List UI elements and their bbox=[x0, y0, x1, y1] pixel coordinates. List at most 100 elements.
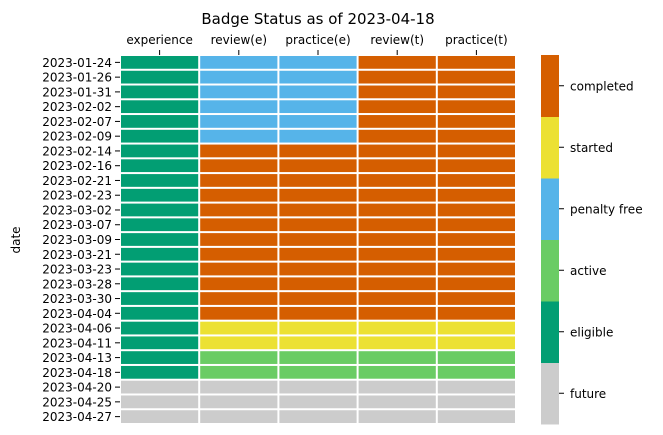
heatmap-cell bbox=[200, 351, 278, 364]
legend-label: eligible bbox=[570, 325, 613, 339]
heatmap-cell bbox=[279, 380, 357, 394]
y-tick-label: 2023-02-14 bbox=[42, 144, 112, 158]
heatmap-cell bbox=[279, 100, 357, 114]
heatmap-cell bbox=[437, 188, 515, 202]
heatmap-cell bbox=[358, 247, 436, 261]
heatmap-cell bbox=[358, 380, 436, 394]
heatmap-cell bbox=[437, 321, 515, 335]
heatmap-cell bbox=[121, 351, 199, 364]
heatmap-cell bbox=[279, 277, 357, 291]
heatmap-cell bbox=[200, 395, 278, 409]
x-tick-label: practice(e) bbox=[285, 33, 350, 47]
heatmap-cell bbox=[358, 70, 436, 84]
heatmap-cell bbox=[358, 203, 436, 217]
y-tick-label: 2023-01-31 bbox=[42, 85, 112, 99]
y-tick-label: 2023-01-26 bbox=[42, 71, 112, 85]
x-tick-label: experience bbox=[126, 33, 193, 47]
legend-label: started bbox=[570, 141, 613, 155]
heatmap-cell bbox=[121, 247, 199, 261]
legend-swatch bbox=[541, 116, 559, 179]
heatmap-cell bbox=[437, 129, 515, 143]
heatmap-cell bbox=[358, 115, 436, 128]
legend-label: active bbox=[570, 264, 606, 278]
y-axis-label: date bbox=[9, 226, 23, 253]
heatmap-cell bbox=[200, 174, 278, 187]
heatmap-cell bbox=[437, 380, 515, 394]
heatmap-cell bbox=[358, 218, 436, 232]
heatmap-cell bbox=[358, 410, 436, 423]
heatmap-cell bbox=[200, 85, 278, 99]
heatmap-cell bbox=[279, 336, 357, 350]
y-tick-label: 2023-04-20 bbox=[42, 381, 112, 395]
heatmap-cell bbox=[200, 56, 278, 69]
heatmap-cell bbox=[279, 218, 357, 232]
legend-swatch bbox=[541, 362, 559, 425]
heatmap-cell bbox=[200, 233, 278, 246]
heatmap-cell bbox=[121, 233, 199, 246]
heatmap-cell bbox=[279, 410, 357, 423]
heatmap-cell bbox=[200, 70, 278, 84]
y-tick-label: 2023-03-30 bbox=[42, 292, 112, 306]
heatmap-cell bbox=[358, 321, 436, 335]
heatmap-cell bbox=[437, 410, 515, 423]
heatmap-cell bbox=[279, 233, 357, 246]
heatmap-cell bbox=[200, 380, 278, 394]
heatmap-cell bbox=[279, 395, 357, 409]
heatmap-cell bbox=[279, 247, 357, 261]
heatmap-cell bbox=[121, 203, 199, 217]
heatmap-cell bbox=[200, 365, 278, 379]
y-tick-label: 2023-04-27 bbox=[42, 410, 112, 424]
heatmap-cell bbox=[279, 144, 357, 158]
heatmap-cell bbox=[121, 100, 199, 114]
y-tick-label: 2023-02-09 bbox=[42, 130, 112, 144]
heatmap-cell bbox=[358, 144, 436, 158]
heatmap-cell bbox=[279, 321, 357, 335]
heatmap-cell bbox=[437, 218, 515, 232]
heatmap-cell bbox=[437, 174, 515, 187]
heatmap-cell bbox=[200, 262, 278, 276]
y-tick-labels: 2023-01-242023-01-262023-01-312023-02-02… bbox=[42, 56, 120, 424]
heatmap-cell bbox=[121, 115, 199, 128]
heatmap-cell bbox=[121, 188, 199, 202]
heatmap-cell bbox=[437, 144, 515, 158]
heatmap-cell bbox=[279, 56, 357, 69]
heatmap-cell bbox=[121, 262, 199, 276]
heatmap-cell bbox=[437, 395, 515, 409]
heatmap-cell bbox=[121, 336, 199, 350]
heatmap-cell bbox=[358, 262, 436, 276]
x-tick-labels: experience review(e) practice(e) review(t) p… bbox=[126, 33, 508, 55]
legend-swatch bbox=[541, 55, 559, 117]
y-tick-label: 2023-03-21 bbox=[42, 248, 112, 262]
heatmap-cell bbox=[279, 188, 357, 202]
heatmap-cell bbox=[121, 395, 199, 409]
heatmap-cell bbox=[279, 70, 357, 84]
heatmap-cell bbox=[279, 306, 357, 320]
y-tick-label: 2023-03-23 bbox=[42, 263, 112, 277]
heatmap-cell bbox=[279, 292, 357, 305]
heatmap-cell bbox=[437, 262, 515, 276]
legend-label: future bbox=[570, 387, 606, 401]
heatmap-cell bbox=[358, 85, 436, 99]
legend-label: completed bbox=[570, 79, 634, 93]
heatmap-cell bbox=[358, 129, 436, 143]
heatmap-cell bbox=[121, 218, 199, 232]
heatmap-cell bbox=[200, 115, 278, 128]
heatmap-cell bbox=[279, 159, 357, 173]
heatmap-cell bbox=[437, 277, 515, 291]
heatmap-cell bbox=[121, 159, 199, 173]
colorbar-legend: future eligible active penalty free started c… bbox=[541, 55, 643, 425]
heatmap-cell bbox=[437, 115, 515, 128]
heatmap-cell bbox=[279, 174, 357, 187]
heatmap-cell bbox=[437, 159, 515, 173]
heatmap-cell bbox=[200, 336, 278, 350]
y-tick-label: 2023-03-02 bbox=[42, 203, 112, 217]
heatmap-cell bbox=[121, 365, 199, 379]
heatmap-cell bbox=[279, 262, 357, 276]
heatmap-cell bbox=[437, 100, 515, 114]
heatmap-cell bbox=[437, 365, 515, 379]
heatmap-cell bbox=[437, 70, 515, 84]
y-tick-label: 2023-04-25 bbox=[42, 395, 112, 409]
heatmap-cell bbox=[200, 218, 278, 232]
x-tick-label: practice(t) bbox=[445, 33, 508, 47]
